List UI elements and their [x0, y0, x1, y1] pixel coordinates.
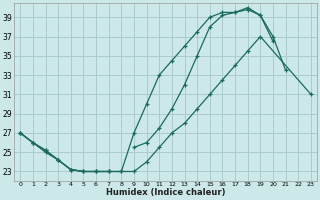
X-axis label: Humidex (Indice chaleur): Humidex (Indice chaleur): [106, 188, 225, 197]
